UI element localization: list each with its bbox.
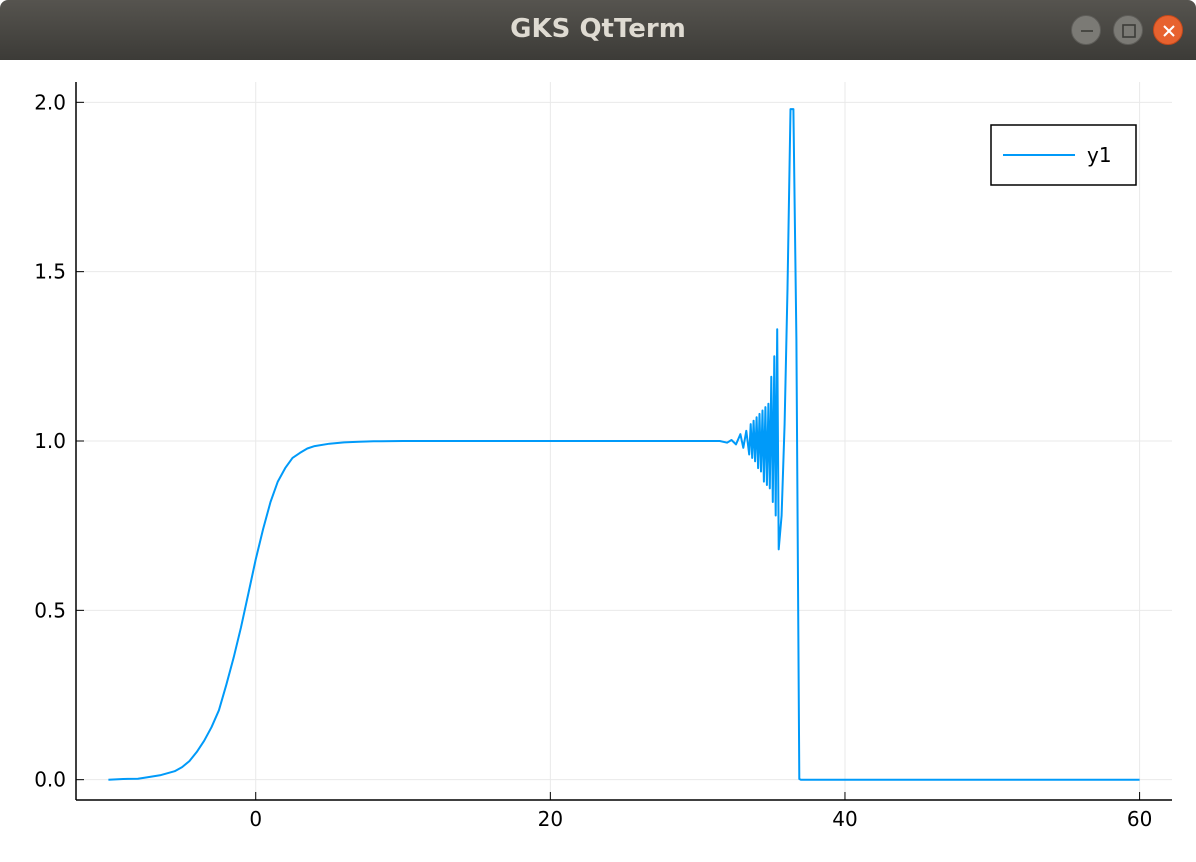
series-line-y1 [108, 108, 1140, 781]
line-chart: 0 20 40 60 0.0 0.5 1.0 1.5 2.0 y1 [34, 82, 1172, 831]
maximize-icon [1122, 24, 1136, 38]
window-title: GKS QtTerm [510, 14, 686, 44]
y-tick-label: 1.5 [34, 260, 66, 284]
legend-label: y1 [1087, 143, 1112, 167]
y-tick-label: 1.0 [34, 429, 66, 453]
close-button[interactable] [1153, 15, 1183, 45]
minimize-button[interactable] [1071, 15, 1101, 45]
y-tick-label: 0.0 [34, 768, 66, 792]
title-bar[interactable]: GKS QtTerm [0, 0, 1196, 60]
minimize-icon [1081, 30, 1093, 32]
maximize-button[interactable] [1113, 15, 1143, 45]
y-tick-label: 0.5 [34, 598, 66, 622]
x-tick-label: 0 [249, 807, 262, 831]
close-icon [1163, 25, 1175, 37]
x-tick-label: 20 [538, 807, 563, 831]
x-tick-label: 60 [1127, 807, 1152, 831]
x-tick-label: 40 [832, 807, 857, 831]
y-tick-label: 2.0 [34, 90, 66, 114]
plot-area: 0 20 40 60 0.0 0.5 1.0 1.5 2.0 y1 [0, 60, 1196, 858]
